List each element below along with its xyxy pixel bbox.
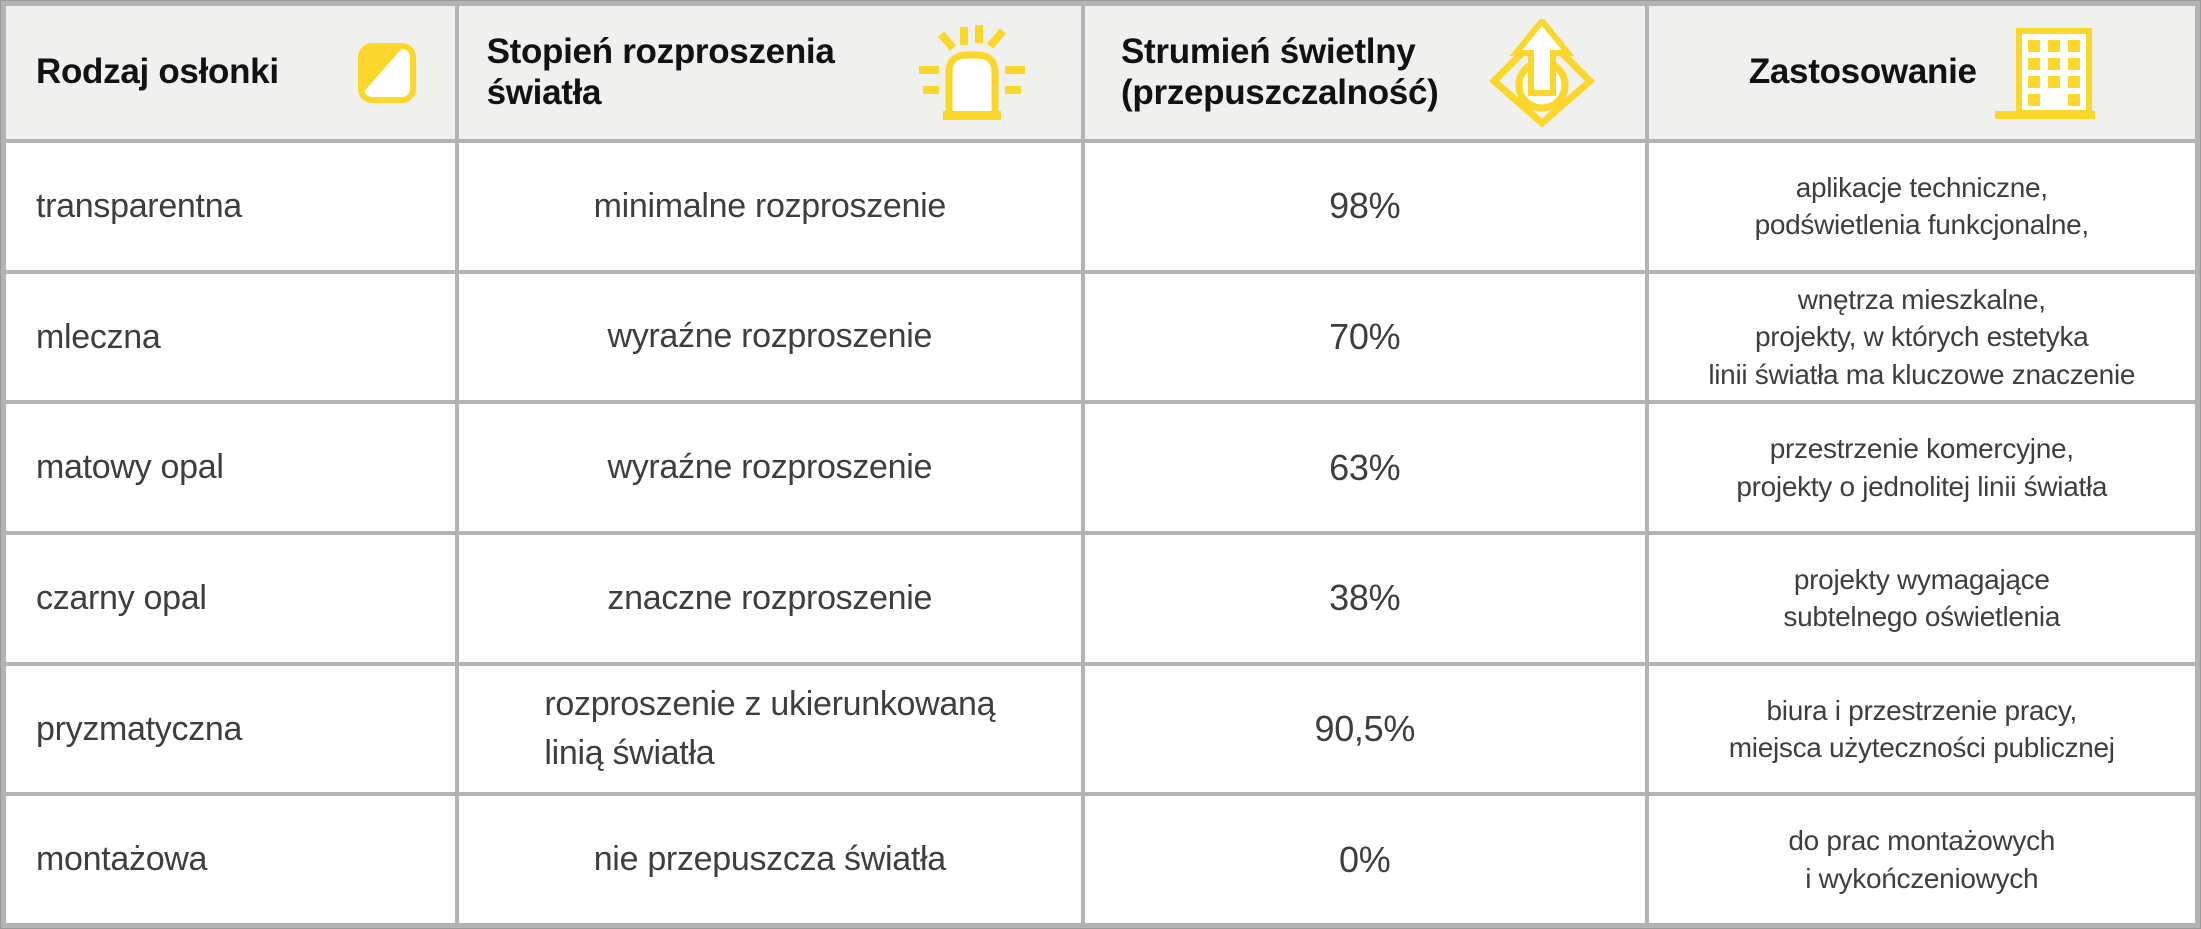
flux-cell: 0% <box>1085 796 1645 924</box>
cover-type-cell: transparentna <box>6 143 455 270</box>
flux-percent: 0% <box>1339 838 1391 880</box>
flux-cell: 63% <box>1085 404 1645 532</box>
diffusion-cell: nie przepuszcza światła <box>458 796 1082 924</box>
cover-type: montażowa <box>36 840 208 879</box>
diffusion-cell: minimalne rozproszenie <box>458 143 1082 270</box>
application-cell: do prac montażowych i wykończeniowych <box>1648 796 2195 924</box>
light-output-arrow-icon <box>1488 18 1595 127</box>
diffusion-cell: rozproszenie z ukierunkowaną linią świat… <box>458 665 1082 793</box>
table-row: matowy opal wyraźne rozproszenie 63% prz… <box>6 404 2195 532</box>
header-rodzaj-oslonki: Rodzaj osłonki <box>6 6 455 139</box>
cover-type: matowy opal <box>36 448 224 487</box>
application-text: wnętrza mieszkalne, projekty, w których … <box>1708 283 2136 390</box>
diffusion-cell: wyraźne rozproszenie <box>458 404 1082 532</box>
cover-type-cell: czarny opal <box>6 535 455 662</box>
diffusion-level: rozproszenie z ukierunkowaną linią świat… <box>544 684 996 773</box>
cover-swatch-icon <box>357 42 417 104</box>
glowing-lamp-icon <box>913 23 1031 123</box>
application-cell: biura i przestrzenie pracy, miejsca użyt… <box>1648 665 2195 793</box>
cover-type-cell: pryzmatyczna <box>6 665 455 793</box>
column-title: Rodzaj osłonki <box>36 52 279 92</box>
flux-cell: 90,5% <box>1085 665 1645 793</box>
flux-percent: 98% <box>1329 185 1401 227</box>
table-row: montażowa nie przepuszcza światła 0% do … <box>6 796 2195 924</box>
table-row: transparentna minimalne rozproszenie 98%… <box>6 143 2195 270</box>
application-cell: aplikacje techniczne, podświetlenia funk… <box>1648 143 2195 270</box>
column-title: Stopień rozproszenia światła <box>486 31 835 112</box>
flux-percent: 70% <box>1329 316 1401 357</box>
table-row: mleczna wyraźne rozproszenie 70% wnętrza… <box>6 273 2195 401</box>
application-text: aplikacje techniczne, podświetlenia funk… <box>1754 171 2090 241</box>
diffusion-level: minimalne rozproszenie <box>593 186 947 225</box>
flux-percent: 90,5% <box>1314 708 1416 750</box>
table-row: pryzmatyczna rozproszenie z ukierunkowan… <box>6 665 2195 793</box>
table-row: czarny opal znaczne rozproszenie 38% pro… <box>6 535 2195 662</box>
flux-cell: 98% <box>1085 143 1645 270</box>
diffusion-cell: wyraźne rozproszenie <box>458 273 1082 401</box>
cover-type-cell: montażowa <box>6 796 455 924</box>
flux-cell: 70% <box>1085 273 1645 401</box>
cover-type: mleczna <box>36 317 161 356</box>
application-text: biura i przestrzenie pracy, miejsca użyt… <box>1728 694 2115 764</box>
application-cell: przestrzenie komercyjne, projekty o jedn… <box>1648 404 2195 532</box>
flux-percent: 38% <box>1329 577 1401 619</box>
cover-type: pryzmatyczna <box>36 709 243 748</box>
header-strumien-swietlny: Strumień świetlny (przepuszczalność) <box>1085 6 1645 139</box>
cover-type-cell: matowy opal <box>6 404 455 532</box>
diffusion-level: wyraźne rozproszenie <box>607 448 933 487</box>
cover-type: transparentna <box>36 186 242 225</box>
building-icon <box>1994 27 2095 119</box>
diffusion-level: znaczne rozproszenie <box>607 578 933 617</box>
column-title: Strumień świetlny (przepuszczalność) <box>1121 31 1439 112</box>
header-stopien-rozproszenia: Stopień rozproszenia światła <box>458 6 1082 139</box>
flux-percent: 63% <box>1329 446 1401 488</box>
application-text: przestrzenie komercyjne, projekty o jedn… <box>1736 433 2108 502</box>
table-header-row: Rodzaj osłonki Stopień rozproszenia świa… <box>6 6 2195 139</box>
diffusion-level: nie przepuszcza światła <box>593 840 946 879</box>
cover-type: czarny opal <box>36 578 207 617</box>
flux-cell: 38% <box>1085 535 1645 662</box>
diffusion-cell: znaczne rozproszenie <box>458 535 1082 662</box>
cover-type-cell: mleczna <box>6 273 455 401</box>
diffusion-level: wyraźne rozproszenie <box>607 317 933 356</box>
header-zastosowanie: Zastosowanie <box>1648 6 2195 139</box>
application-cell: wnętrza mieszkalne, projekty, w których … <box>1648 273 2195 401</box>
application-text: do prac montażowych i wykończeniowych <box>1788 825 2056 894</box>
application-cell: projekty wymagające subtelnego oświetlen… <box>1648 535 2195 662</box>
column-title: Zastosowanie <box>1748 52 1977 92</box>
application-text: projekty wymagające subtelnego oświetlen… <box>1783 563 2061 633</box>
